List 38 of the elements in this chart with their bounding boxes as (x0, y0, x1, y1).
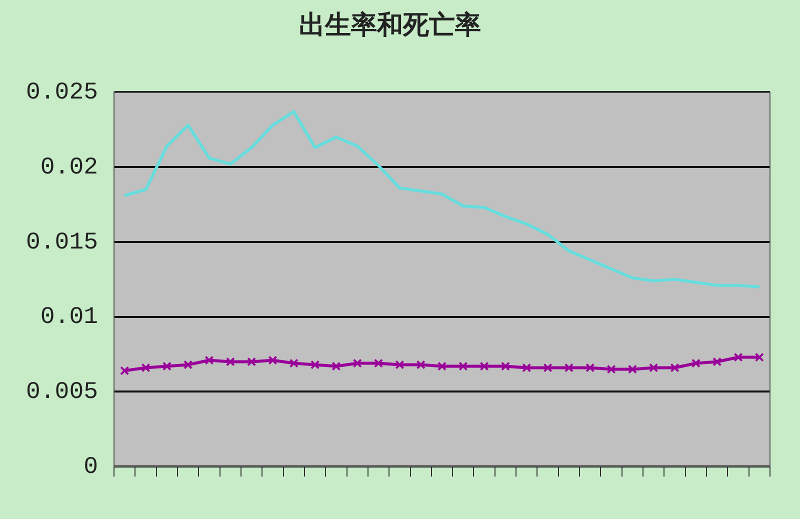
point (352, 358, 362, 368)
point (500, 362, 510, 371)
point (416, 360, 426, 370)
point (226, 357, 235, 366)
y-tick-label: 0.025 (26, 80, 98, 107)
y-tick-label: 0.01 (40, 304, 98, 332)
point (374, 358, 384, 368)
point (543, 363, 552, 372)
point (268, 356, 278, 365)
point (437, 362, 447, 371)
point (628, 364, 637, 374)
point (162, 362, 172, 371)
point (522, 363, 532, 372)
point (289, 358, 298, 368)
point (120, 366, 130, 376)
point (480, 362, 489, 371)
point (141, 363, 150, 372)
y-tick-label: 0.02 (40, 154, 98, 182)
point (670, 363, 680, 372)
point (712, 357, 722, 366)
point (310, 360, 320, 370)
point (649, 363, 658, 372)
point (564, 363, 574, 372)
point (691, 358, 700, 368)
point (586, 363, 595, 372)
y-tick-label: 0.005 (26, 379, 98, 406)
point (332, 362, 341, 371)
point (754, 352, 764, 362)
point (395, 360, 404, 370)
point (606, 364, 616, 374)
point (458, 362, 468, 371)
point (247, 357, 256, 366)
point (734, 352, 743, 362)
y-tick-label: 0.015 (26, 229, 98, 256)
chart-title: 出生率和死亡率 (299, 10, 481, 40)
y-tick-label: 0 (84, 454, 98, 481)
point (184, 360, 193, 370)
point (204, 356, 214, 365)
